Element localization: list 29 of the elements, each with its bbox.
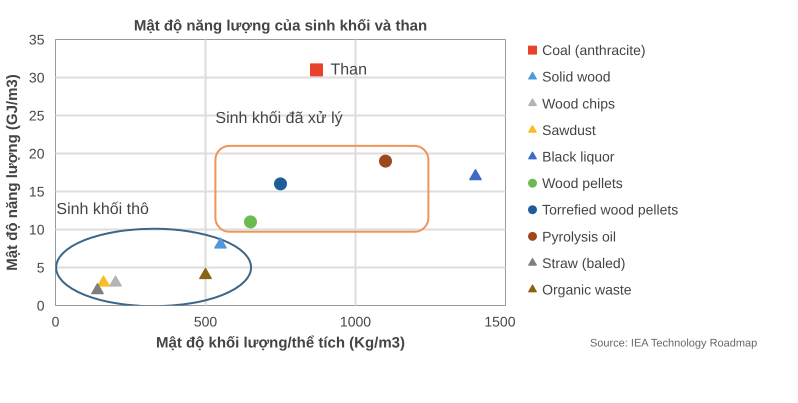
annotation: Sinh khối đã xử lý	[215, 110, 343, 127]
legend-label: Wood pellets	[542, 175, 623, 192]
y-tick-label: 20	[28, 146, 45, 162]
x-tick-label: 1500	[484, 314, 516, 330]
legend-label: Sawdust	[542, 122, 596, 138]
legend-label: Organic waste	[542, 282, 632, 298]
legend-label: Pyrolysis oil	[542, 228, 616, 244]
x-tick-label: 500	[194, 314, 218, 330]
annotation: Than	[330, 61, 367, 78]
x-tick-label: 0	[52, 314, 60, 330]
y-tick-label: 5	[36, 260, 45, 276]
y-tick-label: 15	[28, 184, 45, 200]
annotation: Sinh khối thô	[56, 201, 150, 218]
y-tick-label: 25	[28, 108, 45, 124]
y-tick-label: 35	[28, 32, 45, 48]
y-tick-label: 30	[28, 70, 45, 86]
y-tick-label: 0	[36, 298, 45, 314]
legend-label: Straw (baled)	[542, 254, 626, 271]
x-axis-title: Mật độ khối lượng/thể tích (Kg/m3)	[156, 334, 406, 352]
legend-label: Black liquor	[542, 148, 615, 165]
source-note: Source: IEA Technology Roadmap	[590, 338, 758, 350]
y-tick-label: 10	[28, 222, 45, 238]
legend-label: Wood chips	[542, 95, 616, 112]
legend-label: Solid wood	[542, 68, 611, 85]
legend-label: Torrefied wood pellets	[542, 202, 678, 218]
chart-title: Mật độ năng lượng của sinh khối và than	[134, 18, 428, 34]
y-axis-title: Mật độ năng lượng (GJ/m3)	[4, 74, 21, 271]
x-tick-label: 1000	[340, 314, 372, 330]
legend-label: Coal (anthracite)	[542, 42, 646, 58]
